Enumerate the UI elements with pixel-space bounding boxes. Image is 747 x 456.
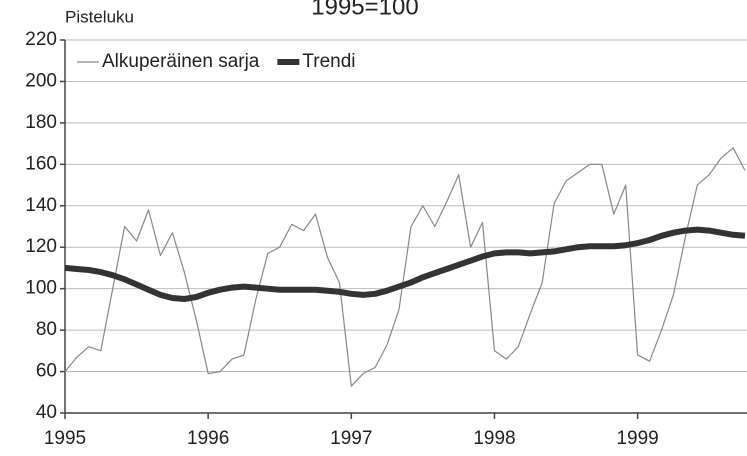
x-tick-label: 1996: [187, 428, 229, 449]
y-tick-label: 120: [25, 236, 57, 257]
y-axis-label: Pisteluku: [65, 7, 134, 26]
x-tick-label: 1997: [330, 428, 372, 449]
y-tick-label: 100: [25, 278, 57, 299]
y-tick-label: 220: [25, 29, 57, 50]
y-tick-label: 200: [25, 70, 57, 91]
y-tick-label: 40: [36, 402, 57, 423]
legend-label: Alkuperäinen sarja: [102, 51, 260, 72]
line-series: [64, 226, 746, 302]
line-series: [64, 147, 746, 387]
y-tick-label: 140: [25, 195, 57, 216]
y-tick-label: 60: [36, 361, 57, 382]
y-tick-label: 180: [25, 112, 57, 133]
x-tick-label: 1995: [44, 428, 86, 449]
y-tick-label: 80: [36, 319, 57, 340]
x-tick-label: 1998: [473, 428, 515, 449]
legend-label: Trendi: [302, 51, 355, 72]
y-tick-label: 160: [25, 153, 57, 174]
chart-title: 1995=100: [311, 0, 418, 20]
x-tick-label: 1999: [616, 428, 658, 449]
